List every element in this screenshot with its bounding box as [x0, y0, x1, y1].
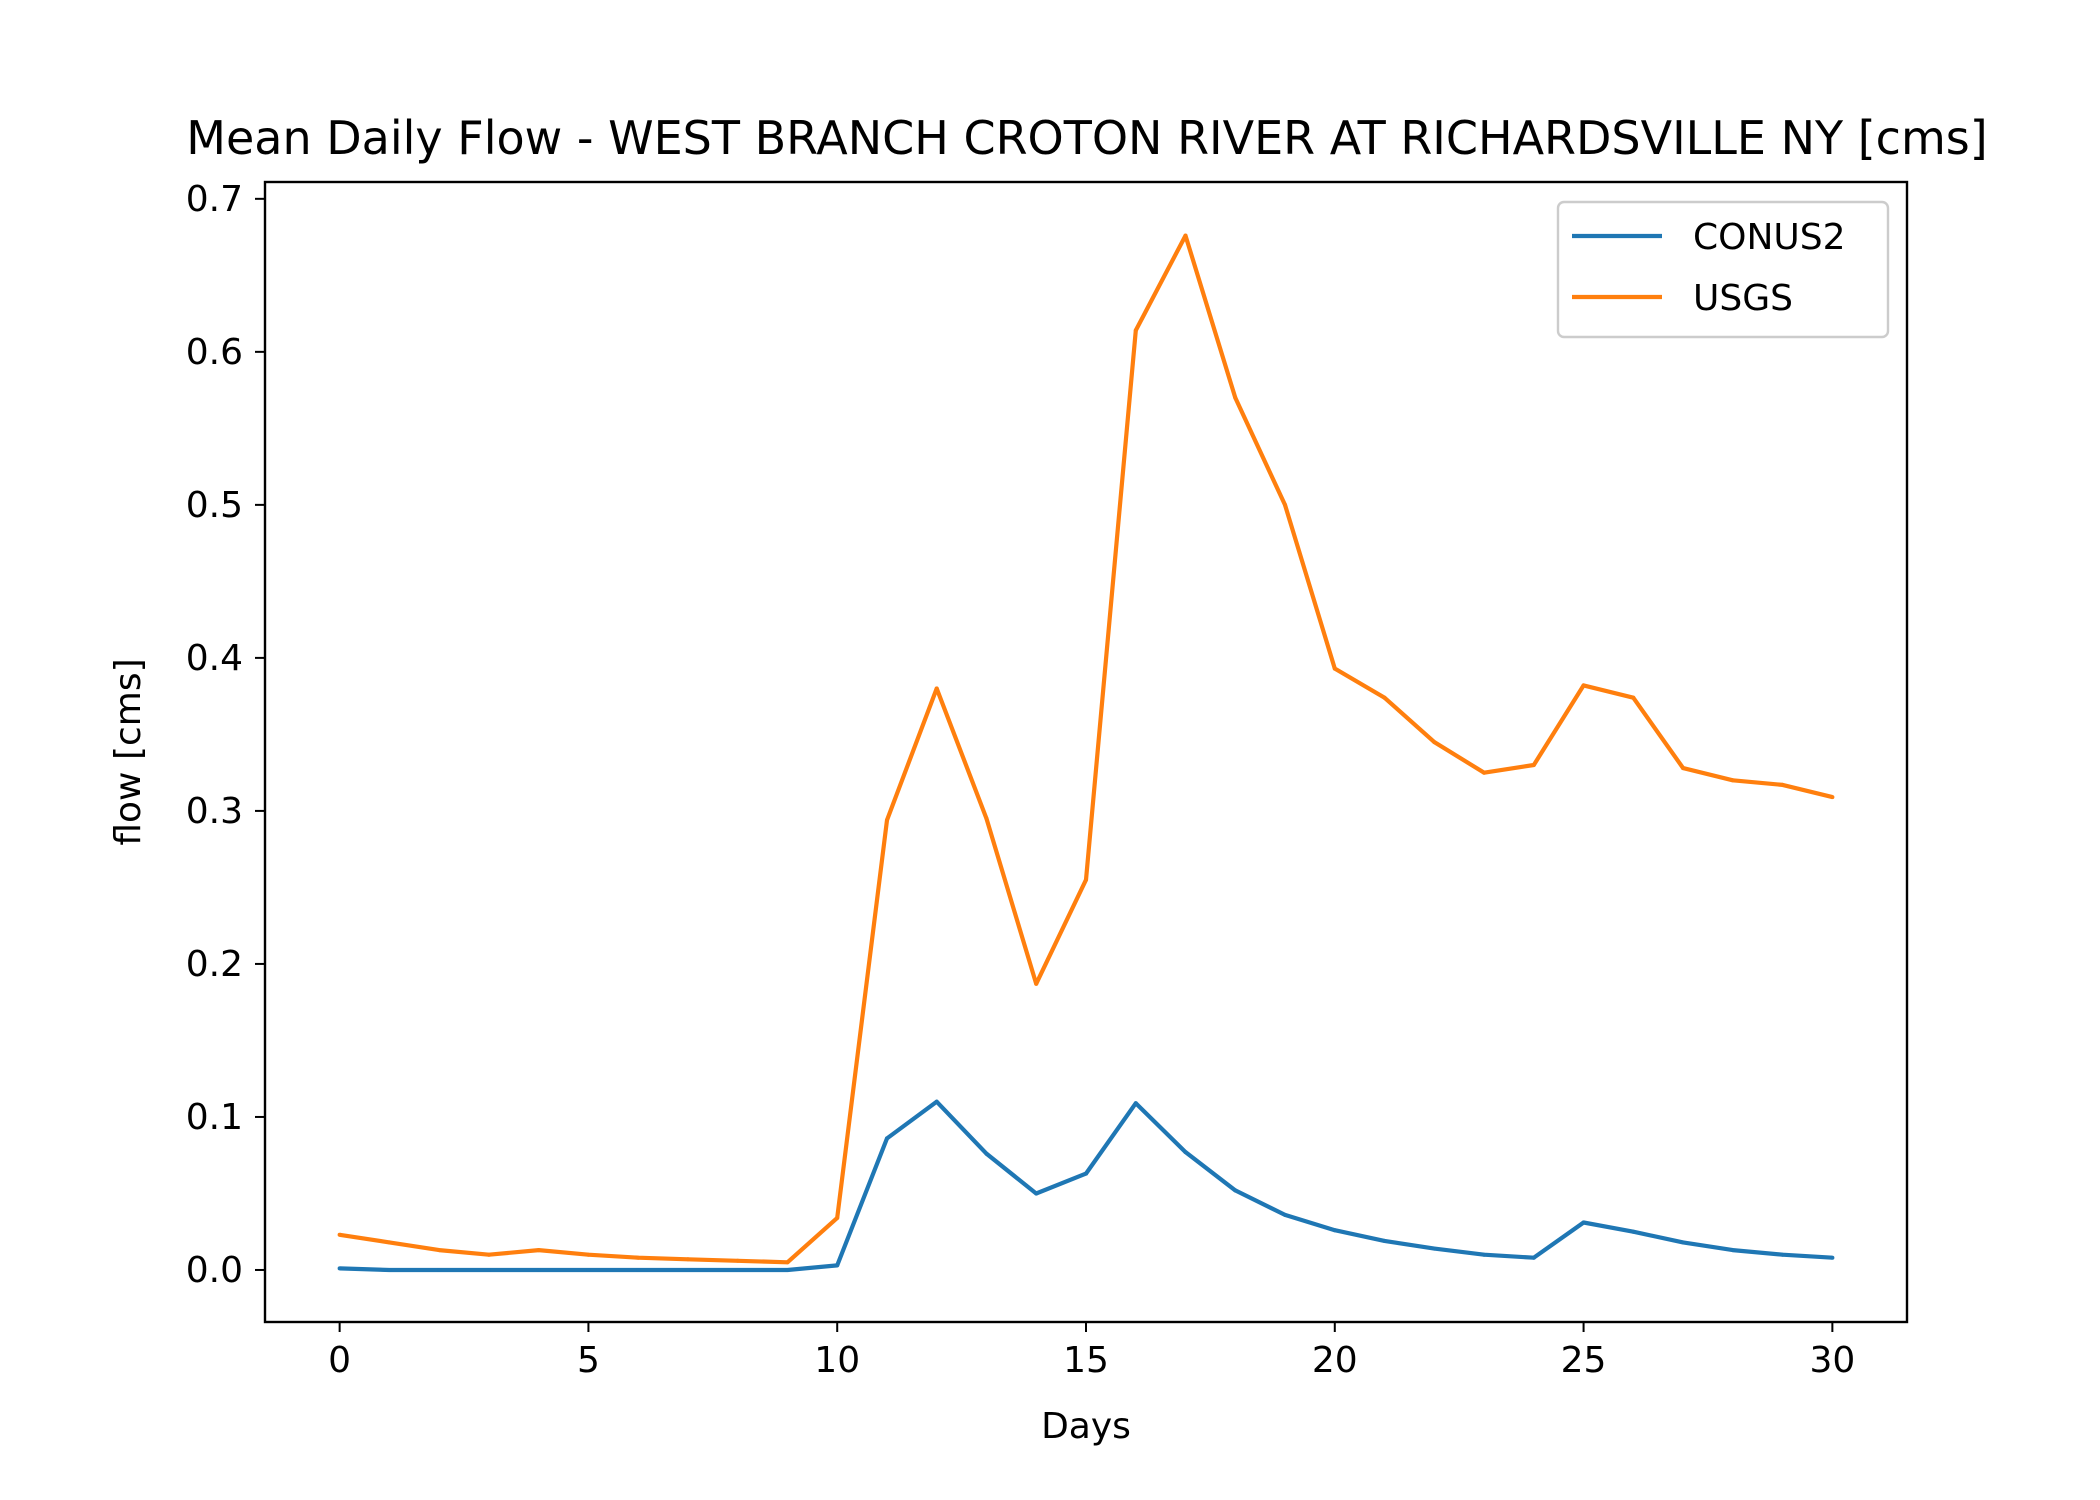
x-tick-label: 15 [1063, 1340, 1109, 1381]
data-point-usgs [1084, 877, 1088, 882]
data-point-conus2 [1432, 1246, 1437, 1251]
y-tick-label: 0.3 [186, 791, 243, 832]
tick-layer: 0 5 10 15 20 25 30 0.0 0.1 0.2 0.3 0.4 0.5 0.6 0.7 [186, 179, 1856, 1381]
x-tick-label: 25 [1561, 1340, 1607, 1381]
data-point-conus2 [1183, 1150, 1188, 1155]
data-point-usgs [1183, 233, 1188, 238]
chart-title: Mean Daily Flow - WEST BRANCH CROTON RIV… [186, 111, 1987, 165]
x-tick-label: 5 [577, 1340, 600, 1381]
y-tick-label: 0.0 [186, 1250, 243, 1291]
data-point-conus2 [337, 1266, 342, 1271]
data-point-conus2 [1332, 1228, 1337, 1233]
data-point-conus2 [1730, 1248, 1735, 1253]
y-axis-label: flow [cms] [108, 658, 149, 845]
data-point-conus2 [1531, 1255, 1536, 1260]
data-point-usgs [1681, 766, 1686, 771]
data-point-usgs [1482, 770, 1487, 775]
legend-label-conus2: CONUS2 [1693, 217, 1846, 258]
data-point-usgs [835, 1215, 840, 1220]
data-point-conus2 [387, 1268, 392, 1272]
data-point-conus2 [685, 1268, 690, 1272]
data-point-conus2 [1681, 1240, 1686, 1245]
data-point-usgs [885, 818, 889, 823]
data-point-usgs [685, 1257, 690, 1262]
data-point-usgs [1581, 683, 1586, 688]
data-point-conus2 [1482, 1252, 1487, 1257]
data-point-usgs [1830, 795, 1835, 800]
data-point-usgs [1730, 778, 1735, 783]
data-point-usgs [536, 1248, 541, 1253]
x-tick-label: 0 [328, 1340, 351, 1381]
data-point-conus2 [1233, 1188, 1238, 1193]
data-point-usgs [1780, 782, 1785, 787]
data-point-conus2 [835, 1263, 840, 1268]
data-point-conus2 [1581, 1220, 1586, 1225]
data-point-usgs [1382, 695, 1387, 700]
data-point-usgs [586, 1252, 591, 1257]
data-point-conus2 [1283, 1212, 1287, 1217]
data-point-conus2 [785, 1268, 790, 1272]
data-point-usgs [1432, 740, 1437, 745]
data-point-usgs [337, 1232, 342, 1237]
data-point-usgs [735, 1258, 740, 1263]
data-point-conus2 [486, 1268, 491, 1272]
data-point-conus2 [885, 1136, 889, 1141]
data-point-usgs [1531, 763, 1536, 767]
data-point-usgs [1631, 695, 1636, 700]
data-point-conus2 [1034, 1191, 1039, 1196]
data-point-usgs [785, 1260, 790, 1265]
data-point-conus2 [984, 1151, 989, 1156]
data-point-conus2 [1133, 1101, 1138, 1106]
y-tick-label: 0.4 [186, 638, 243, 679]
data-point-usgs [1133, 328, 1138, 333]
data-point-usgs [1332, 666, 1337, 671]
data-point-conus2 [636, 1268, 641, 1272]
data-point-conus2 [1084, 1171, 1088, 1176]
data-point-usgs [1283, 502, 1287, 507]
data-point-conus2 [1631, 1229, 1636, 1234]
data-point-conus2 [934, 1099, 939, 1104]
data-point-usgs [387, 1240, 392, 1245]
legend-label-usgs: USGS [1693, 278, 1793, 319]
x-tick-label: 30 [1809, 1340, 1855, 1381]
data-point-usgs [636, 1255, 641, 1260]
data-point-usgs [984, 816, 989, 821]
data-point-usgs [437, 1248, 442, 1253]
data-point-usgs [486, 1252, 491, 1257]
data-point-conus2 [586, 1268, 591, 1272]
data-point-conus2 [1830, 1255, 1835, 1260]
y-tick-label: 0.5 [186, 485, 243, 526]
x-tick-label: 20 [1312, 1340, 1358, 1381]
plot-frame [263, 180, 1909, 1324]
y-tick-label: 0.1 [186, 1097, 243, 1138]
data-point-usgs [934, 686, 939, 691]
data-point-conus2 [735, 1268, 740, 1272]
data-point-conus2 [437, 1268, 442, 1272]
series-layer [337, 233, 1835, 1273]
data-point-conus2 [536, 1268, 541, 1272]
data-point-usgs [1034, 981, 1039, 986]
x-tick-label: 10 [814, 1340, 860, 1381]
y-tick-label: 0.6 [186, 332, 243, 373]
x-axis-label: Days [1041, 1406, 1131, 1447]
data-point-conus2 [1780, 1252, 1785, 1257]
y-tick-label: 0.2 [186, 944, 243, 985]
data-point-conus2 [1382, 1238, 1387, 1243]
data-point-usgs [1233, 395, 1238, 400]
legend: CONUS2 USGS [1556, 200, 1890, 339]
y-tick-label: 0.7 [186, 179, 243, 220]
